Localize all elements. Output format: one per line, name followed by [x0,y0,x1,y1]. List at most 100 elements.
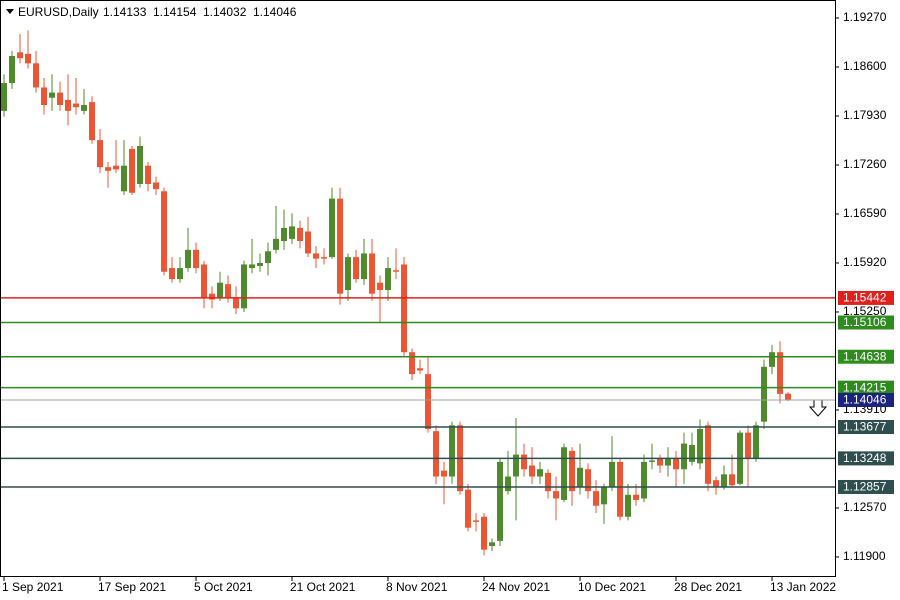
candle-body [185,249,191,269]
candle-body [569,450,575,492]
candle-body [745,432,751,459]
x-tick-label: 1 Sep 2021 [2,580,64,594]
level-label-box [838,290,894,305]
x-tick-label: 13 Jan 2022 [770,580,836,594]
candle-body [705,425,711,484]
candle-body [785,393,791,401]
candle-body [257,262,263,266]
x-tick-label: 28 Dec 2021 [674,580,742,594]
level-label-box [838,315,894,330]
candle-body [193,249,199,269]
candle-body [489,542,495,546]
candle-body [113,165,119,170]
candle-body [521,454,527,470]
candle-body [65,99,71,111]
price-label: 1.14046 [843,393,887,407]
candle-body [697,428,703,464]
candle-body [129,148,135,193]
level-label-box [838,420,894,435]
level-label: 1.15442 [843,291,887,305]
x-tick-label: 5 Oct 2021 [194,580,253,594]
plot-frame [0,0,836,577]
x-tick-label: 21 Oct 2021 [290,580,356,594]
y-tick-label: 1.18600 [843,59,887,73]
candle-body [73,103,79,108]
candle-body [153,182,159,190]
symbol-menu-icon[interactable] [6,9,14,14]
y-tick-label: 1.12570 [843,500,887,514]
candle-body [305,231,311,254]
candle-body [681,443,687,470]
candle-body [161,191,167,272]
candle-body [145,165,151,184]
level-label: 1.14215 [843,380,887,394]
candle-body [241,264,247,309]
level-label-box [838,479,894,494]
y-tick-label: 1.19270 [843,10,887,24]
candle-body [633,494,639,500]
candle-body [249,264,255,269]
x-tick-label: 17 Sep 2021 [98,580,166,594]
x-tick-label: 10 Dec 2021 [578,580,646,594]
candle-body [625,494,631,517]
candle-body [281,227,287,242]
candle-body [209,293,215,300]
candle-body [401,264,407,353]
candle-body [433,431,439,477]
candle-body [321,257,327,259]
candle-body [497,461,503,541]
level-label-box [838,349,894,364]
candle-body [265,251,271,263]
candle-body [577,467,583,488]
y-tick-label: 1.17260 [843,157,887,171]
candle-body [713,480,719,488]
candle-body [473,520,479,522]
candle-body [201,264,207,298]
candle-body [665,458,671,466]
candle-body [761,366,767,422]
level-label: 1.13677 [843,420,887,434]
high-value: 1.14154 [153,5,197,19]
candle-body [449,425,455,477]
low-value: 1.14032 [203,5,247,19]
candle-body [777,352,783,394]
candle-body [409,352,415,375]
candle-body [609,461,615,488]
candle-body [233,297,239,309]
price-label-box [838,393,894,408]
candle-body [49,92,55,98]
candle-body [361,253,367,280]
candle-body [89,102,95,141]
candle-body [225,284,231,298]
level-label: 1.13248 [843,451,887,465]
candle-body [529,465,535,477]
candle-body [729,474,735,486]
level-label: 1.15106 [843,315,887,329]
candle-body [337,198,343,294]
candle-body [769,352,775,367]
candle-body [505,476,511,492]
level-label: 1.14638 [843,349,887,363]
candle-body [561,447,567,500]
candle-body [121,165,127,192]
open-value: 1.14133 [103,5,147,19]
candle-body [1,83,7,111]
y-tick-label: 1.11900 [843,549,886,563]
candle-body [689,445,695,462]
sell-arrow-icon [808,399,828,417]
candle-body [297,227,303,242]
candle-body [593,491,599,506]
candle-body [345,257,351,291]
candle-body [217,282,223,298]
candle-body [513,454,519,477]
candle-body [353,257,359,280]
candle-body [481,516,487,550]
x-tick-label: 24 Nov 2021 [482,580,550,594]
candle-body [465,489,471,528]
candle-body [369,253,375,294]
candle-body [81,105,87,111]
close-value: 1.14046 [253,5,297,19]
symbol-label: EURUSD,Daily [18,5,99,19]
